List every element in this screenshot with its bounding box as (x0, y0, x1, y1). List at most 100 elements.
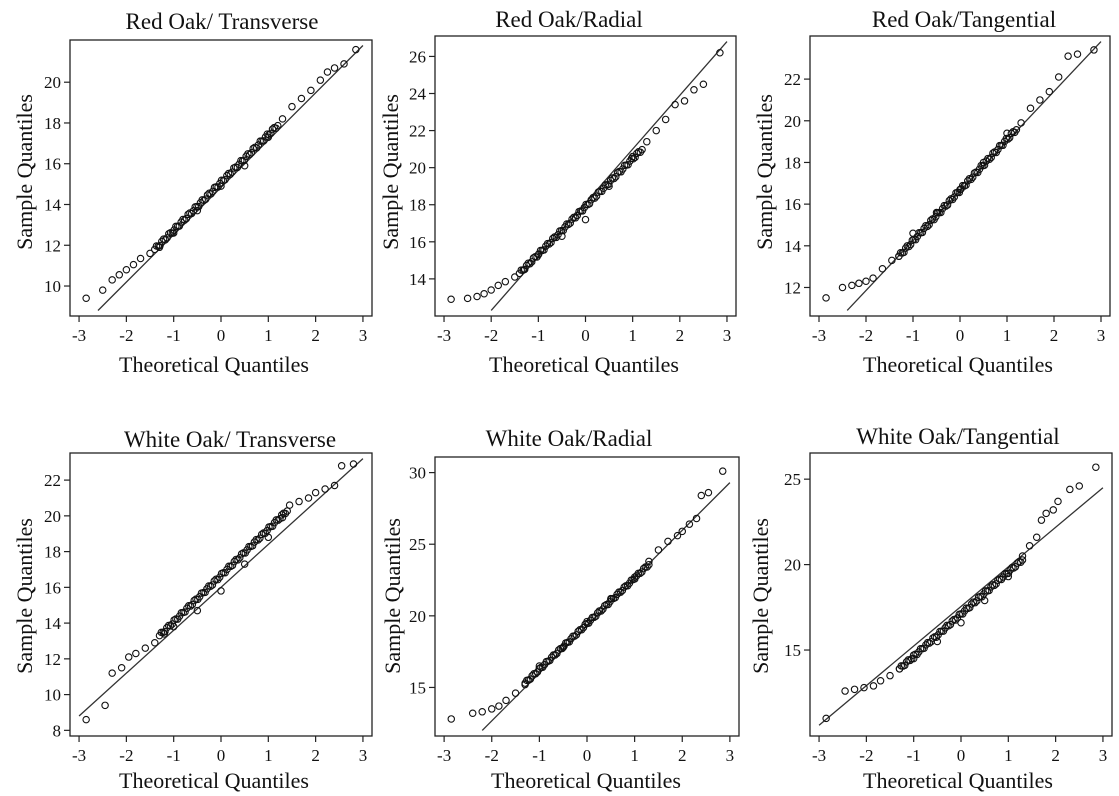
data-point (1003, 129, 1011, 138)
data-point (236, 554, 244, 562)
x-tick-label: -1 (907, 746, 921, 765)
y-axis: 12 14 16 18 20 22 (784, 70, 810, 297)
data-point (190, 596, 198, 605)
data-point (559, 643, 567, 652)
x-tick-label: 3 (726, 746, 735, 765)
y-tick-label: 24 (409, 85, 427, 104)
data-point (268, 522, 277, 530)
data-point (132, 649, 140, 658)
data-point (585, 199, 594, 208)
data-point (850, 685, 859, 694)
data-point (1054, 73, 1063, 81)
data-point (217, 182, 225, 190)
data-point (181, 608, 189, 616)
x-tick-label: -3 (812, 326, 826, 345)
data-point (630, 573, 639, 581)
y-tick-label: 20 (784, 112, 801, 131)
x-tick-label: 2 (676, 326, 685, 345)
y-tick-label: 8 (53, 721, 62, 740)
y-tick-label: 20 (409, 607, 426, 626)
data-point (141, 644, 150, 652)
data-point (980, 596, 989, 605)
x-tick-label: 0 (581, 326, 590, 345)
y-axis: 10 12 14 16 18 20 (44, 73, 70, 296)
data-point (494, 281, 503, 290)
data-point (193, 206, 202, 215)
data-point (278, 115, 287, 123)
data-point (979, 158, 988, 167)
panel-red-oak-radial: Red Oak/Radial Sample Quantiles Theoreti… (378, 7, 737, 377)
data-point (1026, 104, 1035, 113)
x-tick-label: 3 (359, 746, 368, 765)
data-point (321, 485, 329, 493)
data-point (511, 689, 520, 697)
data-point (487, 705, 496, 713)
x-tick-label: -2 (859, 746, 873, 765)
data-point (1054, 497, 1062, 506)
data-points (82, 460, 358, 724)
panel-title: White Oak/Tangential (856, 424, 1059, 449)
x-axis: -3 -2 -1 0 1 2 3 (437, 736, 734, 765)
x-axis-label: Theoretical Quantiles (863, 768, 1053, 793)
x-tick-label: 3 (359, 326, 368, 345)
data-point (944, 621, 953, 630)
data-point (447, 715, 456, 723)
data-point (254, 536, 262, 544)
data-point (248, 542, 257, 550)
y-tick-label: 14 (44, 614, 62, 633)
data-point (330, 481, 339, 490)
data-point (352, 45, 360, 54)
y-axis: 15 20 25 (784, 470, 810, 660)
x-tick-label: 3 (1097, 326, 1106, 345)
plot-frame (434, 456, 740, 737)
data-point (201, 195, 210, 203)
x-tick-label: 2 (311, 326, 320, 345)
data-point (600, 601, 609, 610)
data-point (215, 573, 224, 581)
data-point (895, 252, 903, 260)
data-point (607, 594, 615, 603)
data-point (323, 68, 332, 76)
y-axis: 14 16 18 20 22 24 26 (409, 47, 435, 289)
data-point (502, 696, 510, 705)
data-point (1018, 552, 1027, 560)
data-point (901, 661, 909, 670)
data-point (967, 175, 975, 184)
data-point (574, 627, 582, 636)
data-point (581, 215, 590, 224)
x-tick-label: -1 (167, 326, 181, 345)
data-point (591, 194, 599, 202)
data-point (937, 208, 945, 217)
data-point (999, 141, 1007, 150)
data-point (841, 687, 849, 695)
data-point (564, 220, 573, 229)
data-point (1025, 542, 1034, 550)
data-point (468, 709, 477, 717)
y-tick-label: 18 (44, 543, 61, 562)
data-point (545, 240, 554, 248)
data-point (636, 569, 644, 578)
data-point (473, 292, 481, 301)
data-point (612, 172, 620, 181)
y-tick-label: 20 (44, 73, 61, 92)
y-tick-label: 16 (409, 233, 426, 252)
x-tick-label: 2 (1050, 326, 1059, 345)
data-point (610, 174, 618, 183)
data-point (250, 538, 259, 546)
data-point (946, 620, 955, 629)
data-point (592, 192, 601, 200)
y-axis-label: Sample Quantiles (12, 94, 37, 250)
plot-frame (434, 35, 737, 317)
data-point (945, 196, 954, 205)
data-point (643, 137, 651, 146)
y-tick-label: 25 (409, 535, 426, 554)
data-point (208, 581, 217, 589)
data-point (902, 658, 911, 666)
data-point (535, 662, 544, 670)
x-tick-label: 3 (1099, 746, 1108, 765)
data-point (1036, 96, 1044, 104)
plot-frame (809, 35, 1111, 317)
data-point (685, 520, 694, 528)
x-tick-label: 1 (628, 326, 637, 345)
panel-title: White Oak/Radial (486, 426, 653, 451)
